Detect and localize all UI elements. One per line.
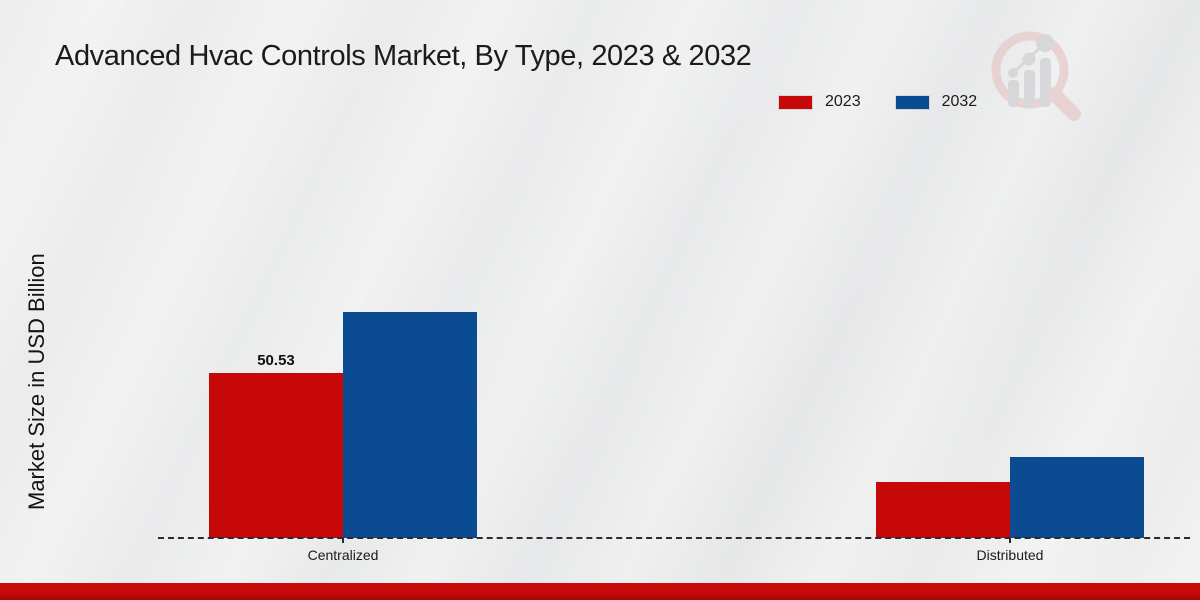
chart-title: Advanced Hvac Controls Market, By Type, … bbox=[55, 40, 752, 72]
bar-2032-distributed bbox=[1010, 457, 1144, 538]
magnifier-handle-icon bbox=[1047, 87, 1081, 121]
x-axis-tick-centralized bbox=[342, 538, 344, 543]
legend-swatch-2023 bbox=[778, 94, 813, 110]
legend-swatch-2032 bbox=[894, 94, 930, 110]
bar-2032-centralized bbox=[343, 312, 477, 538]
magnifier-barchart-logo bbox=[991, 31, 1081, 121]
x-axis-line bbox=[158, 537, 1190, 539]
legend-item-2032: 2032 bbox=[894, 93, 978, 111]
legend-label-2032: 2032 bbox=[941, 93, 978, 110]
legend-label-2023: 2023 bbox=[825, 93, 861, 110]
category-label-distributed: Distributed bbox=[976, 547, 1044, 563]
legend: 2023 2032 bbox=[778, 93, 977, 111]
legend-item-2023: 2023 bbox=[778, 93, 861, 111]
logo-bars-icon bbox=[1008, 58, 1051, 107]
bar-2023-centralized bbox=[209, 373, 343, 538]
x-axis-tick-distributed bbox=[1009, 538, 1011, 543]
bar-2023-distributed bbox=[876, 482, 1010, 538]
footer-accent-bar bbox=[0, 583, 1200, 600]
category-label-centralized: Centralized bbox=[307, 547, 379, 563]
bar-value-label-2023-centralized: 50.53 bbox=[257, 352, 295, 369]
logo-trend-dots-icon bbox=[1008, 34, 1054, 78]
